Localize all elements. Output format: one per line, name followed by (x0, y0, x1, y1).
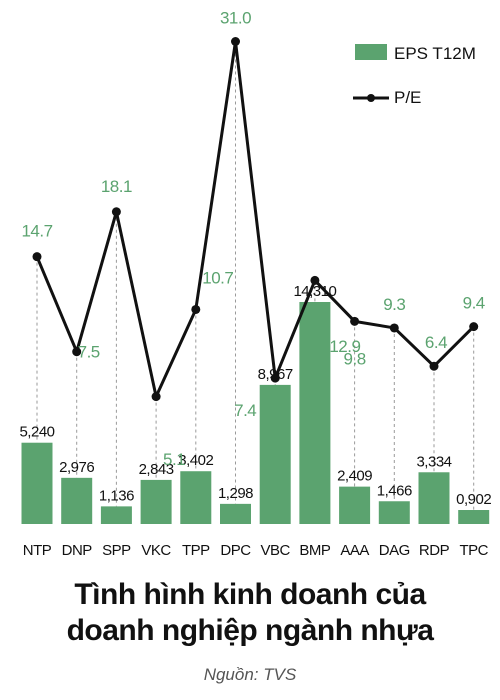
pe-point (32, 252, 42, 262)
pe-value-label: 14.7 (21, 222, 52, 241)
pe-value-label: 31.0 (220, 9, 251, 28)
chart-title-line-1: Tình hình kinh doanh của (74, 578, 426, 611)
legend-label-pe: P/E (394, 88, 421, 107)
eps-bar (339, 486, 371, 524)
eps-value-labels: 5,2402,9761,1362,8433,4021,2988,96714,31… (19, 283, 491, 508)
eps-value-label: 1,298 (218, 485, 253, 502)
pe-point (389, 323, 399, 333)
category-label: SPP (102, 542, 131, 559)
eps-bar (418, 472, 450, 524)
pe-value-label: 10.7 (202, 268, 233, 287)
pe-point (469, 322, 479, 332)
eps-bars (21, 302, 490, 524)
category-label: VBC (261, 542, 291, 559)
eps-value-label: 5,240 (19, 424, 54, 441)
eps-bar (458, 510, 490, 524)
category-label: DAG (379, 542, 410, 559)
eps-bar (259, 384, 291, 524)
pe-value-label: 18.1 (101, 177, 132, 196)
legend-marker-pe (367, 94, 375, 102)
eps-value-label: 3,402 (178, 452, 213, 469)
category-label: VKC (141, 542, 171, 559)
pe-value-label: 9.3 (383, 295, 405, 314)
pe-value-labels: 14.7 7.5 18.1 5.1 10.7 31.0 7.4 12.99.8 9.3 6.4 9.… (21, 9, 485, 470)
legend-swatch-eps (355, 44, 387, 60)
eps-value-label: 1,466 (377, 482, 412, 499)
pe-value-label: 6.4 (425, 333, 447, 352)
pe-point (151, 392, 161, 402)
category-label: BMP (299, 542, 331, 559)
eps-value-label: 2,843 (139, 461, 174, 478)
pe-series (32, 37, 479, 402)
pe-point (270, 373, 280, 383)
eps-bar (21, 442, 53, 524)
eps-bar (140, 479, 172, 524)
eps-value-label: 2,409 (337, 468, 372, 485)
chart-title-line-2: doanh nghiệp ngành nhựa (66, 614, 434, 647)
pe-point (231, 37, 240, 46)
pe-point (111, 207, 121, 217)
legend: EPS T12M P/E (353, 44, 476, 107)
pe-value-label: 7.5 (78, 343, 100, 362)
pe-point (72, 347, 82, 357)
pe-line (35, 40, 475, 399)
pe-point (350, 316, 360, 326)
eps-value-label: 1,136 (99, 487, 134, 504)
pe-baselines (36, 41, 475, 511)
pe-value-label: 9.8 (344, 349, 366, 368)
pe-value-label: 12.9 (329, 337, 360, 356)
category-label: DPC (220, 542, 251, 559)
category-label: TPP (182, 542, 210, 559)
eps-bar (378, 501, 410, 524)
pe-point (429, 361, 439, 371)
category-label: RDP (419, 542, 450, 559)
eps-value-label: 0,902 (456, 491, 491, 508)
chart: 5,2402,9761,1362,8433,4021,2988,96714,31… (19, 9, 491, 560)
legend-label-eps: EPS T12M (394, 44, 476, 63)
category-label: AAA (340, 542, 369, 559)
chart-title: Tình hình kinh doanh của doanh nghiệp ng… (0, 577, 500, 649)
eps-value-label: 2,976 (59, 459, 94, 476)
eps-bar (100, 506, 132, 524)
pe-value-label: 5.1 (163, 450, 185, 469)
pe-point (191, 304, 201, 314)
pe-value-label: 9.4 (463, 294, 485, 313)
category-label: DNP (62, 542, 93, 559)
pe-point (310, 275, 320, 285)
eps-bar (299, 302, 331, 524)
eps-bar (220, 503, 251, 524)
source-note: Nguồn: TVS (203, 665, 297, 684)
category-label: TPC (459, 542, 488, 559)
eps-bar (61, 477, 93, 524)
eps-value-label: 3,334 (416, 453, 451, 470)
eps-value-label: 14,310 (293, 283, 336, 300)
category-labels: NTP DNP SPP VKC TPP DPC VBC BMP AAA DAG RDP TPC (23, 542, 489, 559)
category-label: NTP (23, 542, 52, 559)
eps-bar (180, 471, 212, 524)
pe-value-label: 7.4 (234, 401, 256, 420)
